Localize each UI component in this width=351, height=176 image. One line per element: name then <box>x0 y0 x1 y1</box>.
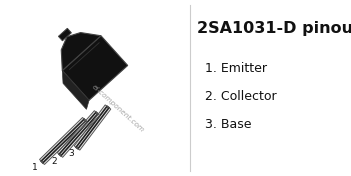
Text: 3. Base: 3. Base <box>205 118 252 130</box>
Text: el-component.com: el-component.com <box>91 83 145 133</box>
Polygon shape <box>57 111 100 157</box>
Text: 2: 2 <box>51 156 57 165</box>
Polygon shape <box>61 33 101 71</box>
Polygon shape <box>74 105 111 150</box>
Text: 1. Emitter: 1. Emitter <box>205 61 267 74</box>
Polygon shape <box>58 28 71 41</box>
Text: 3: 3 <box>68 149 74 158</box>
Polygon shape <box>62 71 89 109</box>
Text: 1: 1 <box>32 164 38 172</box>
Polygon shape <box>40 118 87 165</box>
Text: 2SA1031-D pinout: 2SA1031-D pinout <box>197 20 351 36</box>
Polygon shape <box>62 36 128 100</box>
Text: 2. Collector: 2. Collector <box>205 90 277 102</box>
